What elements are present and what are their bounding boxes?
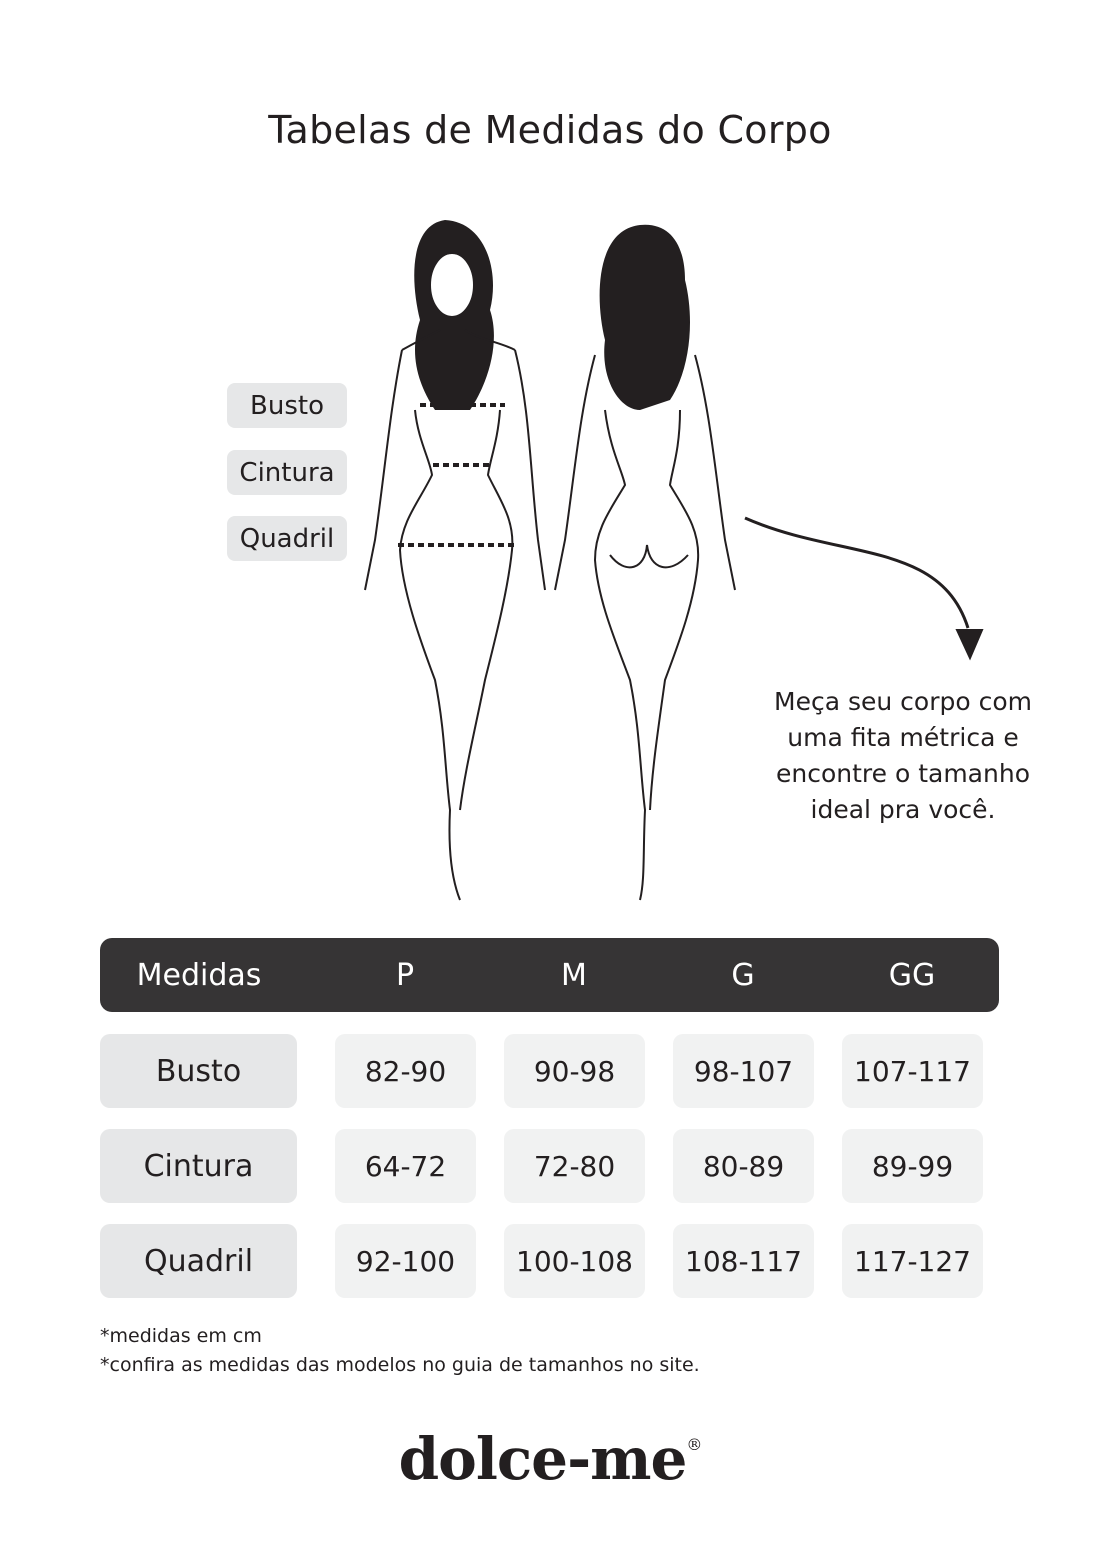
measure-hint: Meça seu corpo com uma fita métrica e en… xyxy=(745,684,1061,828)
table-header: Medidas P M G GG xyxy=(100,938,999,1012)
page-title: Tabelas de Medidas do Corpo xyxy=(268,108,832,152)
registered-mark: ® xyxy=(686,1435,702,1454)
header-g: G xyxy=(731,957,755,993)
hint-line: Meça seu corpo com xyxy=(774,687,1032,716)
header-medidas: Medidas xyxy=(136,957,262,993)
hint-line: uma fita métrica e xyxy=(787,723,1019,752)
value-cell: 90-98 xyxy=(504,1034,645,1108)
label-quadril: Quadril xyxy=(227,516,347,561)
value-cell: 98-107 xyxy=(673,1034,814,1108)
front-figure xyxy=(364,220,546,901)
value-cell: 89-99 xyxy=(842,1129,983,1203)
brand-name: dolce-me xyxy=(398,1425,688,1493)
hint-line: ideal pra você. xyxy=(810,795,996,824)
back-figure xyxy=(554,224,736,901)
value-cell: 92-100 xyxy=(335,1224,476,1298)
curved-arrow-icon xyxy=(744,516,984,661)
value-cell: 64-72 xyxy=(335,1129,476,1203)
value-cell: 82-90 xyxy=(335,1034,476,1108)
body-illustration xyxy=(364,220,984,901)
value-cell: 108-117 xyxy=(673,1224,814,1298)
header-m: M xyxy=(561,957,587,993)
value-cell: 72-80 xyxy=(504,1129,645,1203)
row-label: Quadril xyxy=(100,1224,297,1298)
value-cell: 100-108 xyxy=(504,1224,645,1298)
header-p: P xyxy=(395,957,415,993)
value-cell: 80-89 xyxy=(673,1129,814,1203)
label-cintura: Cintura xyxy=(227,450,347,495)
row-label: Cintura xyxy=(100,1129,297,1203)
footnote-models: *confira as medidas das modelos no guia … xyxy=(100,1354,700,1376)
header-gg: GG xyxy=(888,957,936,993)
footnote-units: *medidas em cm xyxy=(100,1325,262,1347)
brand-logo: dolce-me® xyxy=(0,1425,1100,1493)
row-label: Busto xyxy=(100,1034,297,1108)
hint-line: encontre o tamanho xyxy=(776,759,1030,788)
value-cell: 107-117 xyxy=(842,1034,983,1108)
label-busto: Busto xyxy=(227,383,347,428)
value-cell: 117-127 xyxy=(842,1224,983,1298)
